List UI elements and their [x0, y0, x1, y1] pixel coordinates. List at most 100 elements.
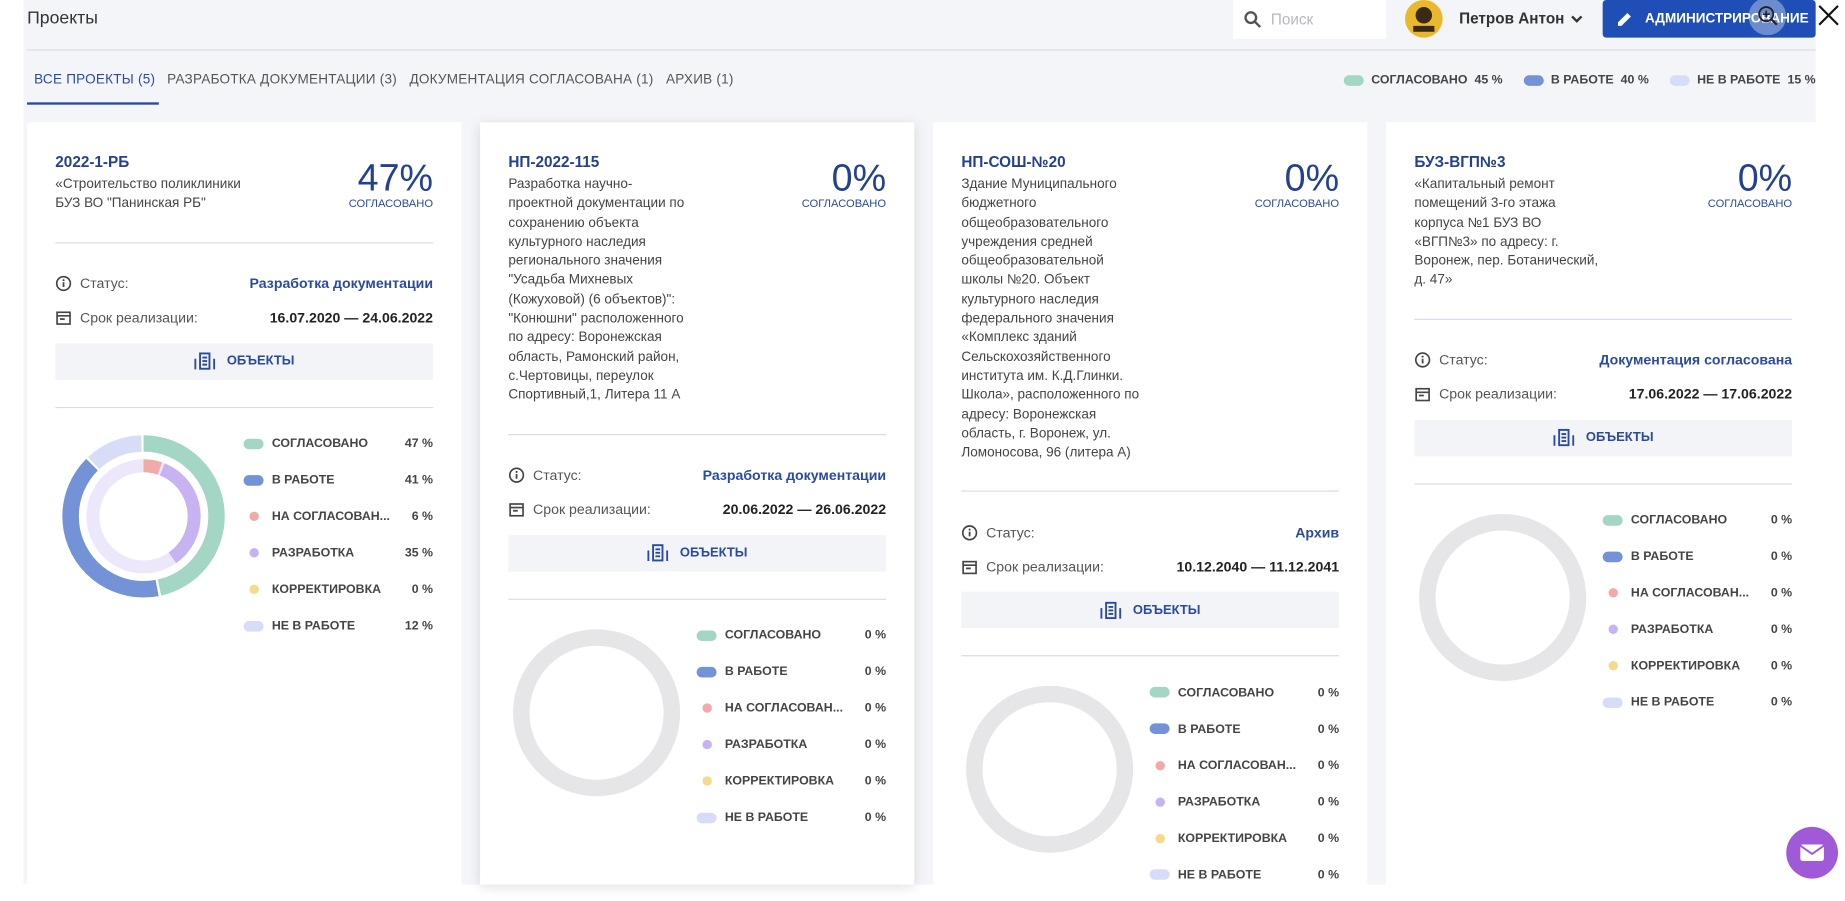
objects-button[interactable]: ОБЪЕКТЫ [961, 592, 1340, 629]
legend-marker-wrap [696, 629, 725, 641]
card-header: 2022-1-РБ «Строительство поликлиники БУЗ … [55, 153, 433, 214]
legend-value: 0 % [864, 664, 887, 679]
legend-item: В РАБОТЕ 41 % [243, 462, 433, 498]
objects-button[interactable]: ОБЪЕКТЫ [508, 534, 887, 572]
tab[interactable]: ВСЕ ПРОЕКТЫ (5) [34, 72, 156, 88]
legend-name: РАЗРАБОТКА [1177, 795, 1261, 810]
legend-item: КОРРЕКТИРОВКА 0 % [1150, 820, 1339, 856]
tab[interactable]: АРХИВ (1) [666, 72, 734, 88]
status-value: Разработка документации [249, 275, 434, 292]
period-label: Срок реализации: [986, 558, 1104, 576]
legend-value: 6 % [411, 509, 434, 524]
progress: 47% СОГЛАСОВАНО [349, 153, 433, 214]
status-value: Архив [1295, 524, 1340, 541]
tab[interactable]: РАЗРАБОТКА ДОКУМЕНТАЦИИ (3) [167, 72, 397, 88]
legend-item: РАЗРАБОТКА 0 % [1603, 611, 1792, 647]
legend-item: СОГЛАСОВАНО 47 % [243, 425, 433, 461]
status-row: Статус: Архив [961, 516, 1339, 550]
project-description: Разработка научно-проектной документации… [508, 177, 685, 403]
objects-button[interactable]: ОБЪЕКТЫ [55, 342, 434, 380]
summary-swatch [1344, 74, 1365, 86]
legend-item: КОРРЕКТИРОВКА 0 % [244, 571, 433, 607]
legend-name: НА СОГЛАСОВАН... [1630, 586, 1750, 601]
card-header: БУЗ-ВГП№3 «Капитальный ремонт помещений 3… [1414, 153, 1792, 290]
legend-name: НЕ В РАБОТЕ [271, 618, 356, 633]
legend-value: 0 % [1770, 622, 1793, 637]
card-info: НП-2022-115 Разработка научно-проектной д… [508, 153, 694, 405]
legend-item: НА СОГЛАСОВАН... 0 % [697, 690, 886, 726]
avatar[interactable] [1404, 0, 1444, 40]
divider [508, 598, 887, 600]
icon-part [1421, 355, 1424, 359]
icon-part [198, 352, 211, 370]
icon-part [55, 275, 72, 292]
period-value: 10.12.2040 — 11.12.2041 [1176, 558, 1340, 576]
legend-value: 35 % [404, 545, 434, 560]
objects-label: ОБЪЕКТЫ [1585, 430, 1654, 445]
project-card[interactable]: НП-2022-115 Разработка научно-проектной д… [480, 122, 915, 885]
admin-button[interactable]: АДМИНИСТРИРОВАНИЕ [1602, 0, 1816, 38]
icon-part [962, 560, 977, 575]
legend-marker-wrap [697, 703, 725, 713]
period-label: Срок реализации: [533, 501, 651, 518]
building-icon [194, 352, 215, 370]
icon-part [1414, 352, 1431, 368]
icon-part [62, 279, 65, 282]
status-row: Статус: Разработка документации [55, 267, 433, 301]
info-icon [508, 467, 525, 483]
donut-segment [62, 434, 225, 598]
card-header: НП-СОШ-№20 Здание Муниципального бюджетно… [961, 153, 1339, 463]
legend-marker-wrap [696, 812, 725, 823]
icon-part [1415, 388, 1430, 402]
donut-wrap [508, 617, 685, 836]
status-label: Статус: [80, 275, 129, 292]
icon-part [515, 470, 518, 474]
legend-marker-wrap [1602, 551, 1631, 562]
legend-marker-wrap [1603, 588, 1631, 598]
legend-value: 0 % [1317, 758, 1340, 773]
building-icon [647, 544, 668, 562]
legend-value: 0 % [1770, 513, 1793, 528]
building-icon [1100, 601, 1121, 619]
legend-name: СОГЛАСОВАНО [1630, 513, 1728, 528]
search-box[interactable]: Поиск [1233, 0, 1387, 39]
objects-label: ОБЪЕКТЫ [226, 354, 295, 369]
pencil-icon [1617, 12, 1631, 26]
summary-value: 45 % [1474, 72, 1503, 88]
calendar-icon [509, 503, 524, 517]
legend-item: СОГЛАСОВАНО 0 % [696, 617, 886, 653]
project-card[interactable]: БУЗ-ВГП№3 «Капитальный ремонт помещений 3… [1386, 122, 1821, 885]
progress: 0% СОГЛАСОВАНО [802, 153, 886, 405]
legend-item: В РАБОТЕ 0 % [696, 653, 887, 689]
summary-name: НЕ В РАБОТЕ [1697, 72, 1781, 88]
legend-marker-wrap [697, 776, 725, 786]
legend-name: В РАБОТЕ [1177, 722, 1241, 737]
icon-part [513, 509, 518, 512]
donut-wrap [1414, 502, 1591, 721]
legend-name: НА СОГЛАСОВАН... [724, 701, 844, 716]
summary-item: НЕ В РАБОТЕ 15 % [1670, 73, 1816, 87]
user-name[interactable]: Петров Антон [1459, 9, 1565, 28]
chart-area: СОГЛАСОВАНО 0 % В РАБОТЕ 0 % НА СОГЛАСОВАН..… [1414, 502, 1792, 721]
period-value: 20.06.2022 — 26.06.2022 [722, 501, 887, 518]
legend-item: НЕ В РАБОТЕ 0 % [1602, 684, 1792, 720]
divider [961, 491, 1340, 493]
summary-swatch [1523, 74, 1544, 86]
status-label: Статус: [986, 524, 1035, 541]
chat-button[interactable] [1785, 826, 1839, 880]
legend-value: 0 % [1317, 722, 1340, 737]
project-card[interactable]: 2022-1-РБ «Строительство поликлиники БУЗ … [27, 122, 462, 885]
icon-part [651, 544, 664, 562]
legend-item: НА СОГЛАСОВАН... 0 % [1150, 747, 1339, 783]
period-label-wrap: Срок реализации: [55, 309, 198, 326]
icon-part [1553, 433, 1574, 447]
status-value: Разработка документации [702, 467, 887, 484]
legend-marker [1602, 514, 1623, 526]
objects-button[interactable]: ОБЪЕКТЫ [1414, 419, 1793, 457]
legend-name: НА СОГЛАСОВАН... [1177, 758, 1297, 773]
donut [966, 686, 1134, 854]
legend-marker-wrap [1602, 514, 1631, 526]
tab[interactable]: ДОКУМЕНТАЦИЯ СОГЛАСОВАНА (1) [409, 72, 654, 88]
legend-name: В РАБОТЕ [271, 472, 335, 488]
project-card[interactable]: НП-СОШ-№20 Здание Муниципального бюджетно… [933, 122, 1368, 885]
